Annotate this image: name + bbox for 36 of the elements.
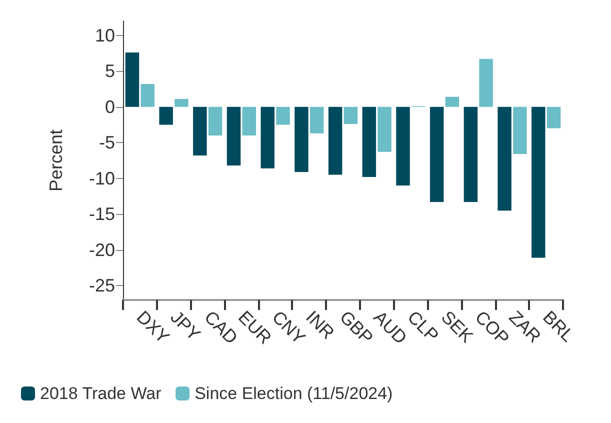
bar [430,106,444,202]
legend-label: 2018 Trade War [40,384,162,403]
bar [532,106,546,258]
y-tick-label: 10 [94,25,115,46]
bar [479,58,493,107]
bar [310,106,324,134]
bar [193,106,207,156]
bar [445,96,460,107]
y-tick-label: -10 [88,168,115,188]
bar [513,106,527,154]
bar [276,106,290,125]
bar [464,106,478,202]
bar [242,106,256,136]
bar [208,106,222,136]
y-axis-title: Percent [46,129,66,192]
y-tick-label: -15 [88,204,115,224]
bar [344,106,358,124]
bar [328,106,342,175]
bar [396,106,410,186]
bar [159,106,173,125]
bar [498,106,512,211]
y-tick-label: 0 [104,96,115,117]
bar [362,106,376,177]
bar [260,106,274,168]
bar [226,106,241,166]
bar [140,84,154,107]
legend-label: Since Election (11/5/2024) [194,384,393,403]
y-tick-label: -25 [88,276,115,296]
bar [378,106,392,152]
y-tick-label: -20 [88,240,115,260]
bar [125,52,140,107]
bar [174,98,188,107]
y-tick-label: 5 [104,61,115,82]
bar [294,106,308,172]
y-tick-label: -5 [98,132,115,153]
bar [546,106,561,128]
